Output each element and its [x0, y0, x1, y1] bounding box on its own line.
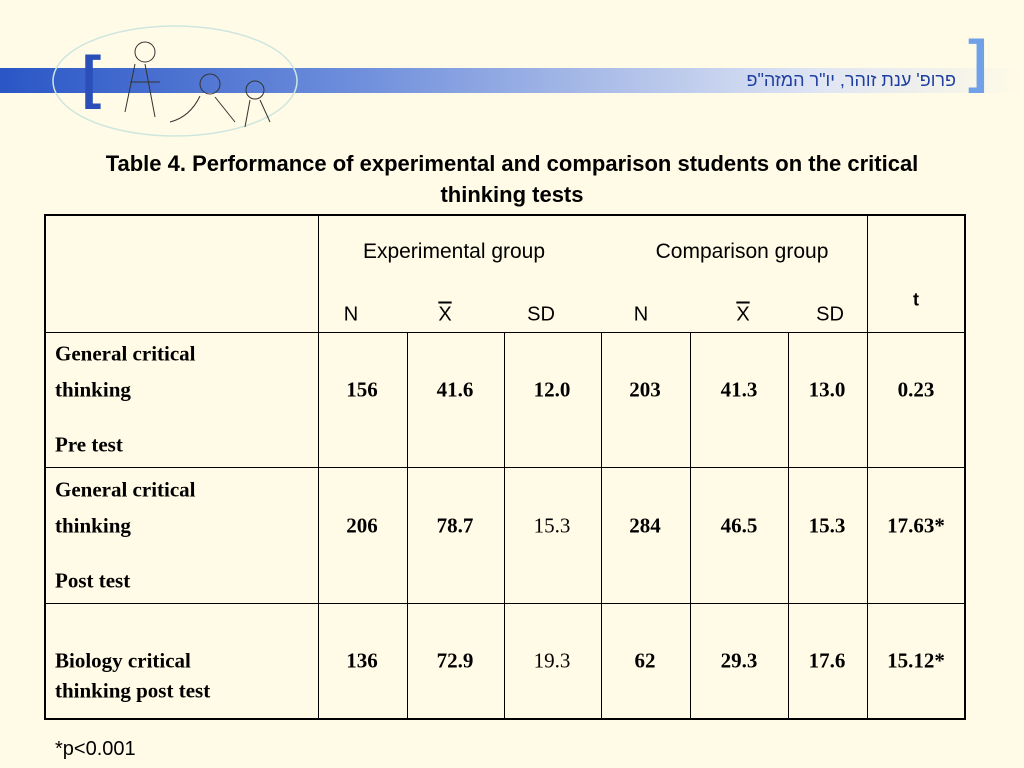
cell: 13.0 — [808, 377, 846, 402]
row-line — [46, 603, 966, 604]
col-line — [407, 332, 408, 720]
row-label: thinking — [55, 377, 131, 402]
cell: 72.9 — [436, 648, 474, 673]
sub-header: N — [633, 303, 649, 326]
cell: 15.12* — [887, 648, 945, 673]
row-label: Pre test — [55, 432, 123, 457]
col-line — [318, 216, 319, 720]
col-line — [690, 332, 691, 720]
cell: 203 — [629, 377, 661, 402]
cell: 78.7 — [436, 513, 474, 538]
cell: 41.6 — [436, 377, 474, 402]
sub-header: N — [343, 303, 359, 326]
sub-header: X — [438, 303, 452, 326]
bracket-right: ] — [968, 29, 988, 94]
table-title: Table 4. Performance of experimental and… — [105, 151, 919, 207]
cell: 62 — [634, 648, 656, 673]
cell: 29.3 — [720, 648, 758, 673]
t-header: t — [913, 289, 919, 310]
footnote: *p<0.001 — [55, 738, 136, 760]
cell: 0.23 — [897, 377, 935, 402]
row-label: Biology critical — [55, 648, 191, 673]
cell: 19.3 — [533, 648, 571, 673]
cell: 284 — [629, 513, 661, 538]
sub-header: X — [736, 303, 750, 326]
cell: 41.3 — [720, 377, 758, 402]
cell: 136 — [346, 648, 378, 673]
cell: 15.3 — [808, 513, 846, 538]
col-line — [788, 332, 789, 720]
row-label: thinking post test — [55, 678, 211, 703]
cell: 15.3 — [533, 513, 571, 538]
cell: 206 — [346, 513, 378, 538]
sub-header: SD — [816, 303, 844, 326]
row-line — [46, 467, 966, 468]
group-header: Experimental group — [362, 240, 546, 263]
cell: 12.0 — [533, 377, 571, 402]
col-line — [504, 332, 505, 720]
row-label: General critical — [55, 477, 196, 502]
row-line — [46, 332, 966, 333]
group-header: Comparison group — [655, 240, 829, 263]
data-table: Experimental group Comparison group N X SD N X… — [44, 214, 966, 720]
cell: 156 — [346, 377, 378, 402]
bracket-left: [ — [82, 45, 102, 110]
cell: 46.5 — [720, 513, 758, 538]
col-line — [601, 332, 602, 720]
cell: 17.6 — [808, 648, 846, 673]
header-band — [0, 68, 1024, 93]
cell: 17.63* — [887, 513, 945, 538]
row-label: thinking — [55, 513, 131, 538]
col-line — [867, 216, 868, 720]
author: פרופ' ענת זוהר, יו"ר המזה"פ — [746, 70, 957, 90]
sub-header: SD — [527, 303, 555, 326]
clipart — [52, 25, 298, 137]
row-label: Post test — [55, 568, 131, 593]
row-label: General critical — [55, 341, 196, 366]
